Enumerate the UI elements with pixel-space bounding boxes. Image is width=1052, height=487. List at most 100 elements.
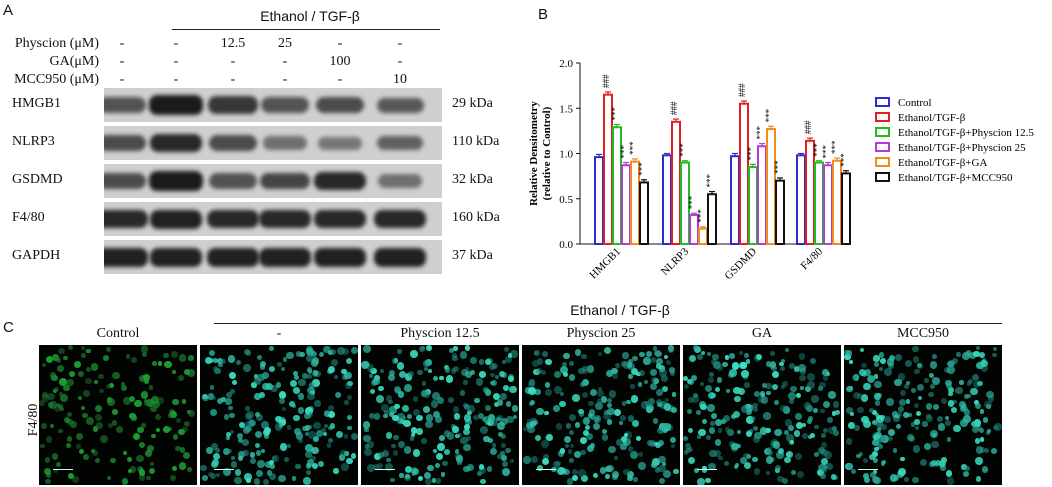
- cell-spot: [397, 391, 405, 398]
- cell-spot: [389, 369, 396, 376]
- cell-spot: [596, 389, 605, 397]
- cell-spot: [948, 360, 956, 368]
- cell-spot: [102, 355, 109, 362]
- blot-band: [149, 247, 203, 267]
- cell-spot: [630, 384, 635, 389]
- cell-spot: [345, 357, 353, 365]
- panel-a-group-header: Ethanol / TGF-β: [260, 8, 360, 24]
- cell-spot: [975, 476, 982, 483]
- cell-spot: [126, 457, 132, 462]
- cell-spot: [604, 474, 610, 479]
- scale-bar: [536, 469, 556, 470]
- cell-spot: [108, 382, 115, 388]
- cell-spot: [413, 409, 420, 416]
- cell-spot: [889, 354, 896, 362]
- cell-spot: [848, 422, 855, 429]
- cell-spot: [326, 443, 332, 448]
- cell-spot: [739, 456, 748, 465]
- cell-spot: [929, 383, 935, 389]
- cell-spot: [310, 350, 317, 357]
- cell-spot: [782, 477, 789, 484]
- cell-spot: [620, 443, 628, 451]
- significance-mark: ***: [812, 143, 822, 157]
- cell-spot: [51, 453, 59, 460]
- cell-spot: [762, 382, 767, 388]
- cell-spot: [654, 466, 661, 473]
- cell-spot: [489, 418, 498, 426]
- blot-band: [207, 209, 259, 229]
- cell-spot: [479, 425, 488, 434]
- cell-spot: [746, 430, 753, 437]
- cell-spot: [523, 456, 531, 464]
- cell-spot: [696, 410, 702, 416]
- cell-spot: [914, 419, 920, 425]
- panel-c-group-header: Ethanol / TGF-β: [570, 302, 670, 318]
- cell-spot: [422, 360, 430, 367]
- cell-spot: [401, 415, 407, 420]
- cell-spot: [638, 370, 645, 377]
- cell-spot: [751, 402, 758, 409]
- cell-spot: [807, 415, 814, 422]
- cell-spot: [405, 373, 413, 381]
- cell-spot: [759, 391, 766, 397]
- condition-value: 12.5: [220, 36, 246, 51]
- cell-spot: [125, 354, 131, 359]
- cell-spot: [112, 409, 119, 415]
- cell-spot: [739, 361, 747, 370]
- cell-spot: [271, 456, 277, 461]
- cell-spot: [940, 464, 946, 471]
- cell-spot: [95, 421, 103, 429]
- cell-spot: [82, 412, 88, 418]
- cell-spot: [987, 395, 995, 402]
- cell-spot: [627, 446, 634, 452]
- cell-spot: [218, 362, 223, 368]
- cell-spot: [947, 366, 955, 374]
- cell-spot: [616, 438, 624, 446]
- significance-mark: ***: [839, 153, 849, 167]
- cell-spot: [900, 456, 905, 461]
- cell-spot: [564, 435, 572, 443]
- cell-spot: [91, 449, 98, 456]
- cell-spot: [658, 465, 666, 473]
- cell-spot: [408, 371, 414, 377]
- y-axis-label-line: Relative Densitometry: [528, 101, 540, 206]
- cell-spot: [537, 464, 544, 471]
- cell-spot: [66, 436, 72, 442]
- cell-spot: [337, 347, 346, 356]
- cell-spot: [398, 370, 407, 379]
- cell-spot: [688, 446, 693, 452]
- cell-spot: [888, 435, 894, 441]
- cell-spot: [60, 394, 68, 403]
- blot-band: [150, 133, 202, 153]
- cell-spot: [246, 478, 251, 483]
- cell-spot: [433, 448, 438, 453]
- legend-swatch: [875, 127, 890, 137]
- cell-spot: [947, 386, 955, 393]
- cell-spot: [361, 361, 369, 369]
- cell-spot: [324, 409, 330, 416]
- cell-spot: [993, 424, 1000, 431]
- cell-spot: [917, 395, 923, 400]
- cell-spot: [441, 472, 446, 477]
- cell-spot: [182, 451, 190, 460]
- cell-spot: [254, 412, 260, 418]
- cell-spot: [651, 357, 657, 363]
- cell-spot: [244, 413, 252, 421]
- cell-spot: [492, 392, 501, 400]
- cell-spot: [934, 460, 941, 467]
- cell-spot: [57, 365, 64, 372]
- cell-spot: [752, 407, 758, 413]
- cell-spot: [845, 407, 854, 415]
- cell-spot: [202, 393, 208, 399]
- cell-spot: [687, 428, 693, 434]
- cell-spot: [859, 348, 864, 353]
- cell-spot: [307, 424, 313, 429]
- cell-spot: [81, 353, 86, 358]
- condition-value: -: [397, 54, 403, 69]
- blot-band: [104, 135, 147, 151]
- cell-spot: [620, 360, 628, 368]
- cell-spot: [313, 436, 320, 443]
- cell-spot: [498, 370, 506, 378]
- cell-spot: [646, 351, 652, 357]
- cell-spot: [364, 427, 369, 433]
